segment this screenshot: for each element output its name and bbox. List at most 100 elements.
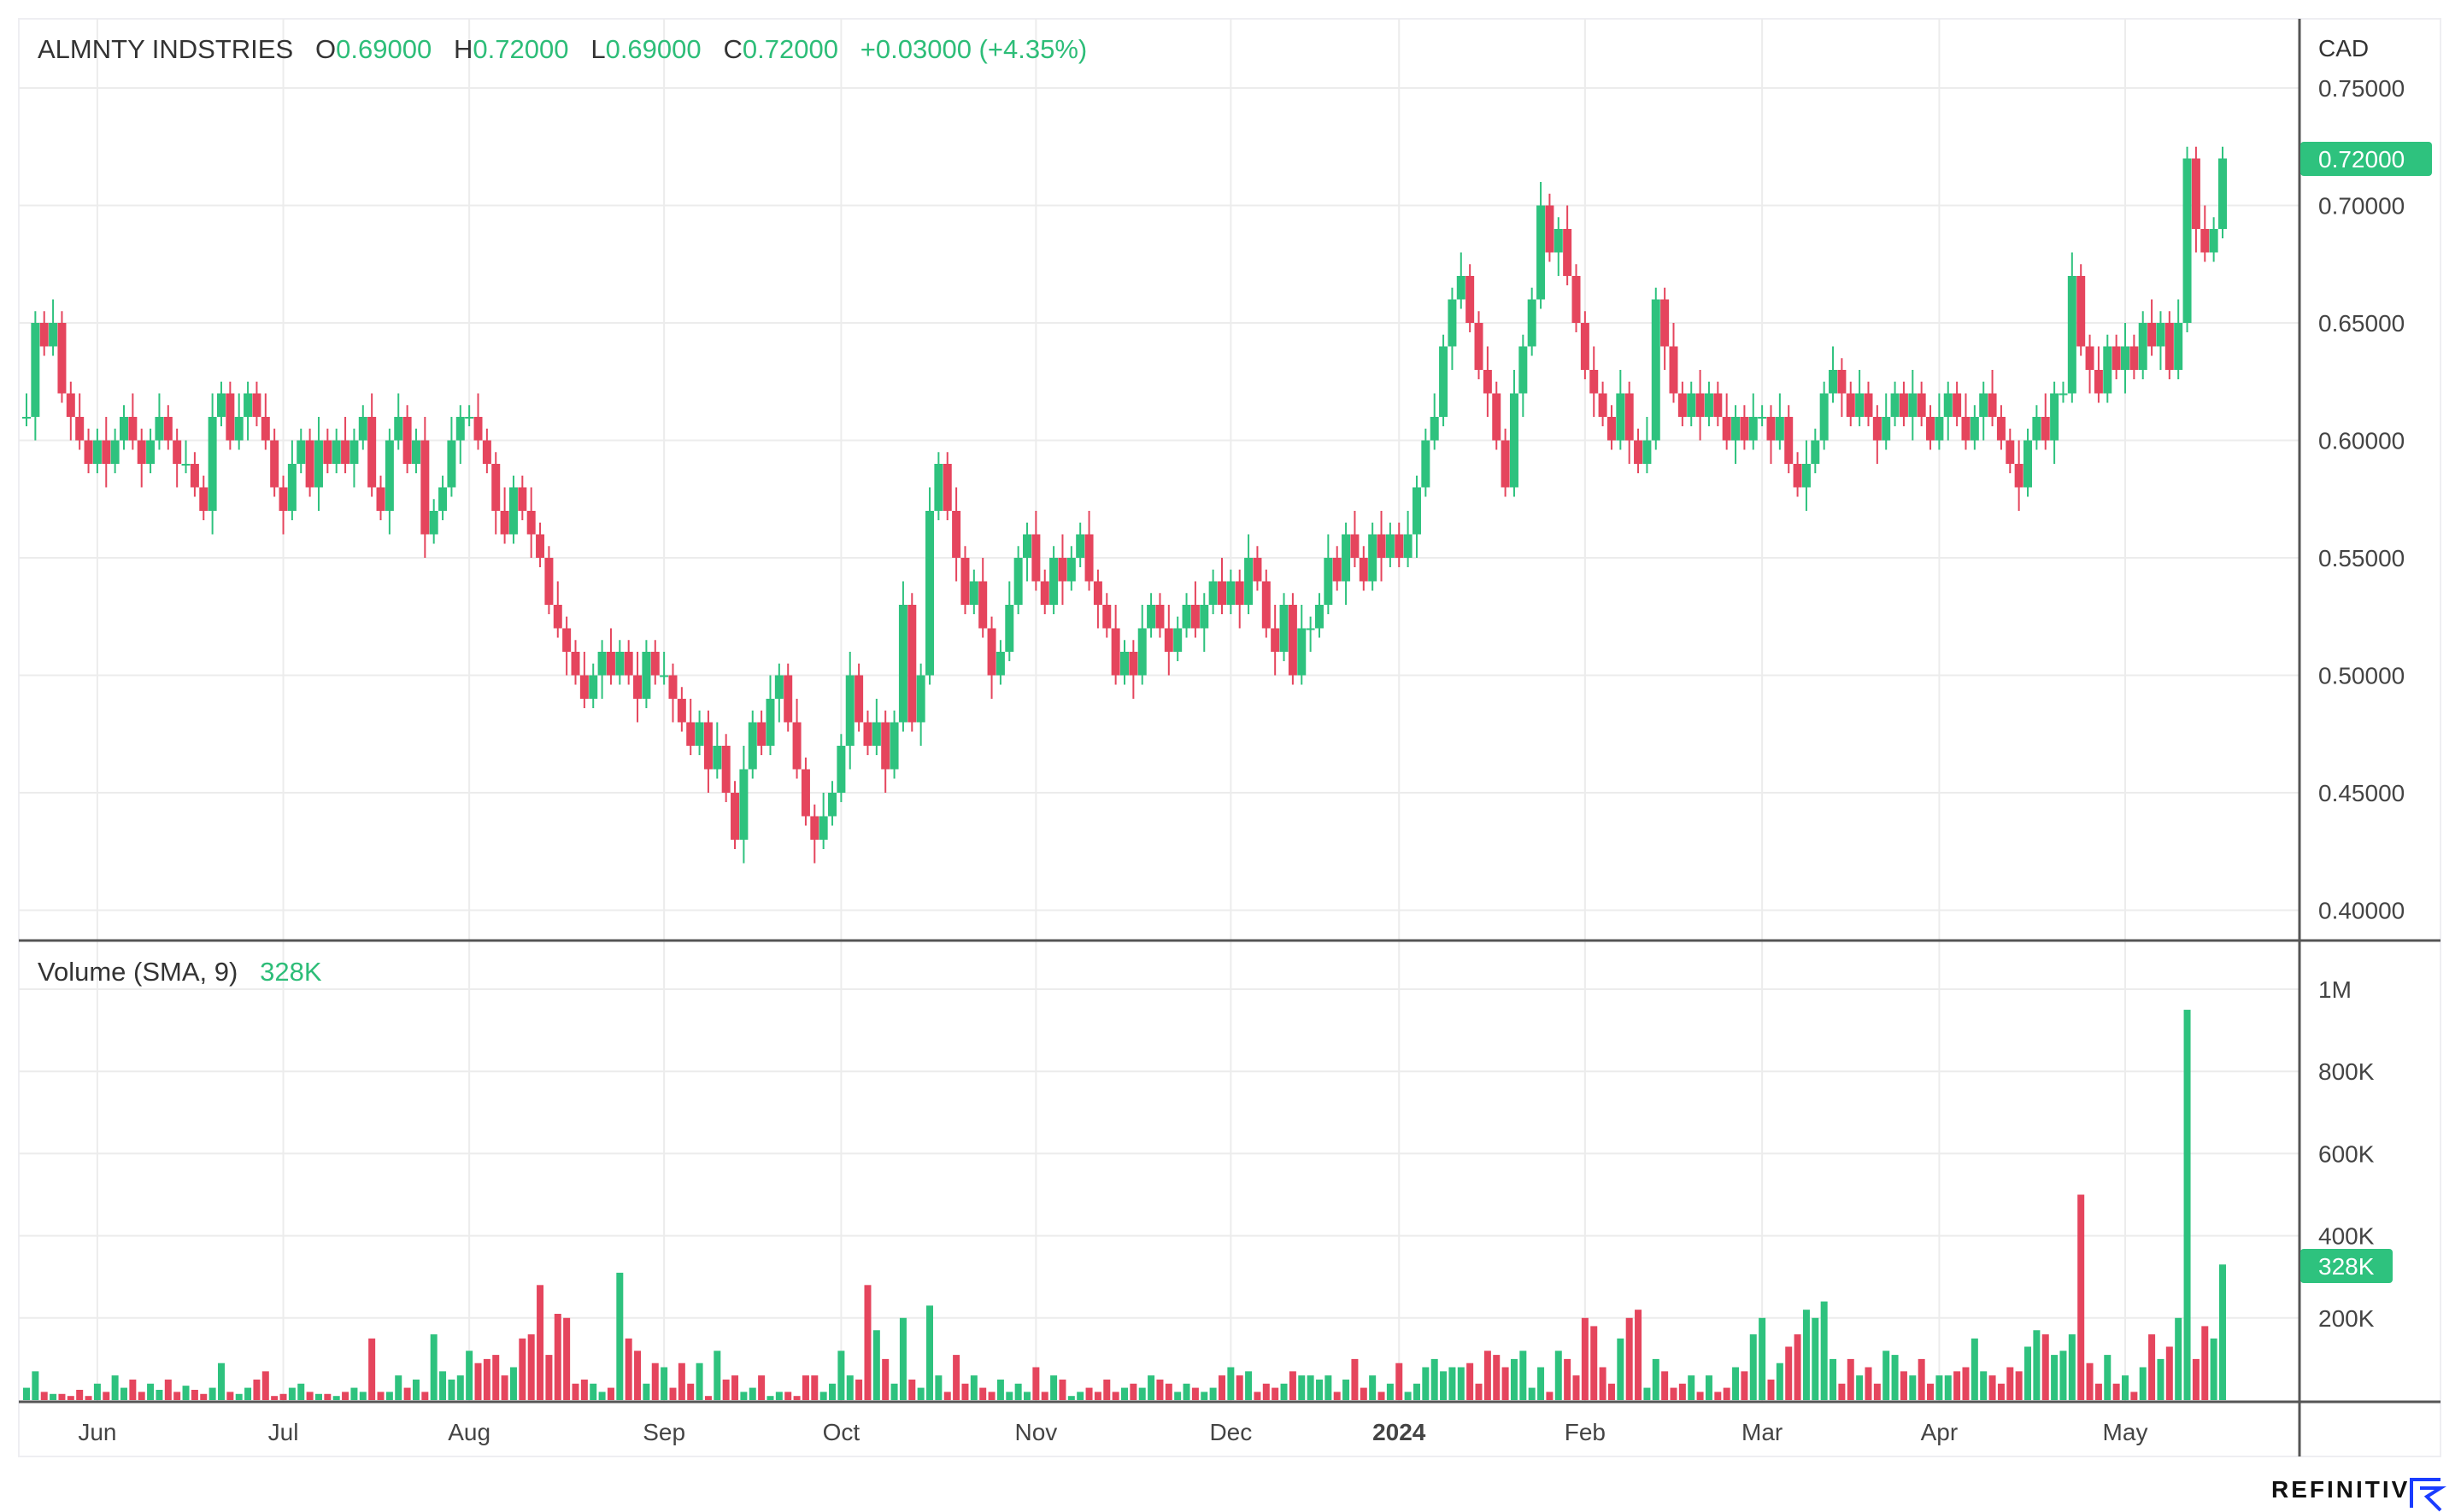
volume-bar: [350, 1387, 358, 1400]
candle-body: [597, 652, 607, 676]
volume-bar: [2210, 1338, 2217, 1400]
volume-bar: [1440, 1371, 1448, 1400]
volume-bar: [2059, 1351, 2067, 1400]
volume-bar: [466, 1351, 473, 1400]
time-tick-label: May: [2103, 1419, 2148, 1445]
volume-bar: [996, 1379, 1004, 1400]
volume-bar: [32, 1371, 39, 1400]
volume-bar: [1785, 1346, 1793, 1400]
candle-body: [686, 722, 696, 746]
candle-body: [22, 417, 31, 419]
candle-body: [1031, 534, 1041, 582]
volume-bar: [1617, 1338, 1624, 1400]
volume-bar: [403, 1387, 411, 1400]
volume-bar: [722, 1379, 730, 1400]
volume-bar: [1732, 1367, 1740, 1400]
time-tick-label: Sep: [643, 1419, 685, 1445]
volume-bar: [953, 1355, 960, 1400]
candle-body: [642, 652, 651, 699]
volume-bar: [917, 1387, 925, 1400]
candle-body: [819, 816, 828, 840]
axes: 0.75000 0.70000 0.65000 0.60000 0.55000 0.500…: [78, 75, 2405, 1445]
volume-bar: [359, 1392, 367, 1400]
volume-bar: [1873, 1383, 1881, 1400]
candle-body: [2129, 346, 2139, 370]
volume-bar: [926, 1305, 934, 1400]
candle-body: [1784, 417, 1794, 464]
candle-body: [553, 605, 562, 629]
volume-bar: [1112, 1392, 1119, 1400]
volume-bar: [1333, 1392, 1341, 1400]
candle-body: [1058, 558, 1067, 582]
candle-body: [650, 652, 660, 676]
candle-body: [562, 628, 572, 652]
candle-body: [1890, 393, 1900, 417]
candle-body: [402, 417, 412, 464]
candle-body: [837, 746, 846, 793]
volume-bar: [1519, 1351, 1527, 1400]
candle-body: [482, 440, 491, 464]
candle-body: [173, 440, 182, 464]
candle-body: [960, 558, 970, 605]
volume-bar: [634, 1351, 642, 1400]
candle-body: [1288, 605, 1297, 676]
volume-bar: [1865, 1367, 1872, 1400]
candle-body: [739, 769, 749, 840]
candle-body: [801, 769, 810, 817]
volume-bar: [2130, 1392, 2138, 1400]
volume-bar: [1652, 1358, 1659, 1400]
volume-bar: [191, 1389, 198, 1400]
volume-bar: [111, 1375, 119, 1400]
volume-bar: [802, 1375, 809, 1400]
close-value: 0.72000: [742, 34, 838, 64]
candle-body: [1855, 393, 1865, 417]
volume-bar: [846, 1375, 854, 1400]
price-tick-label: 0.50000: [2318, 663, 2405, 689]
time-tick-label: Nov: [1014, 1419, 1057, 1445]
candle-body: [1580, 323, 1589, 370]
candle-body: [358, 417, 367, 441]
volume-bar: [492, 1355, 500, 1400]
volume-bar: [1422, 1367, 1430, 1400]
candle-body: [1190, 605, 1200, 629]
candle-body: [952, 511, 961, 558]
candle-body: [155, 417, 164, 441]
candle-body: [1819, 393, 1829, 441]
refinitiv-brand: REFINITIV: [2271, 1476, 2411, 1503]
candle-body: [2032, 417, 2041, 441]
volume-bar: [872, 1330, 880, 1400]
candle-body: [2174, 323, 2183, 370]
candle-body: [1634, 440, 1643, 464]
candle-body: [75, 417, 85, 441]
volume-bar: [1988, 1375, 1996, 1400]
volume-bar: [1767, 1379, 1775, 1400]
volume-bar: [1688, 1375, 1695, 1400]
candle-body: [890, 722, 899, 770]
candle-body: [447, 440, 456, 488]
candle-body: [1563, 229, 1572, 276]
volume-bar: [1997, 1383, 2005, 1400]
candle-body: [1173, 628, 1183, 652]
volume-bar: [864, 1285, 872, 1400]
candle-body: [1430, 417, 1439, 441]
candle-body: [49, 323, 58, 347]
volume-bar: [164, 1379, 172, 1400]
candle-body: [1616, 393, 1625, 441]
close-label: C: [723, 34, 743, 64]
volume-bar: [837, 1351, 845, 1400]
volume-bar: [1351, 1358, 1359, 1400]
volume-bar: [288, 1387, 296, 1400]
time-tick-label: Aug: [448, 1419, 490, 1445]
volume-bar: [1103, 1379, 1111, 1400]
candle-body: [1093, 581, 1102, 605]
candle-body: [1261, 581, 1271, 629]
candle-body: [270, 440, 279, 488]
open-label: O: [315, 34, 337, 64]
candle-body: [137, 440, 146, 464]
candle-body: [102, 440, 111, 464]
volume-bar: [1006, 1392, 1013, 1400]
candle-body: [2085, 346, 2094, 370]
volume-bar: [740, 1392, 748, 1400]
volume-bar: [1714, 1392, 1722, 1400]
candle-body: [810, 816, 819, 840]
